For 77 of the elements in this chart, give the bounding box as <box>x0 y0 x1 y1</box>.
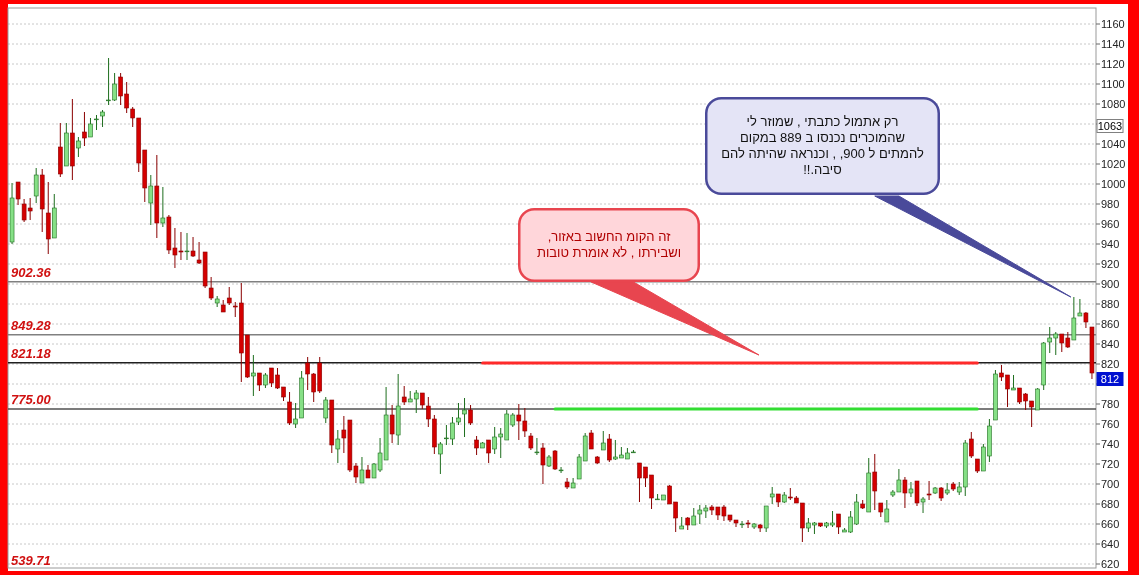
candlestick <box>323 396 329 424</box>
y-tick-label: 1020 <box>1101 158 1126 170</box>
candlestick <box>184 232 190 261</box>
y-tick-label: 640 <box>1101 538 1120 550</box>
candlestick <box>287 391 292 426</box>
candlestick <box>908 481 914 498</box>
candlestick <box>884 499 890 523</box>
candlestick <box>558 466 564 474</box>
candlestick <box>76 136 81 158</box>
y-tick-label: 1080 <box>1101 98 1126 110</box>
candlestick <box>82 111 87 147</box>
candlestick <box>335 429 341 464</box>
y-tick-label: 1140 <box>1101 38 1125 50</box>
candlestick <box>534 437 540 456</box>
annotation: זה הקומ החשוב באזור, ושבירתו , לא אומרת טובות <box>518 208 700 282</box>
candlestick <box>745 519 751 529</box>
candlestick <box>474 435 479 456</box>
candlestick <box>540 442 546 485</box>
candlestick <box>920 496 926 514</box>
y-tick-label: 760 <box>1101 418 1120 430</box>
y-tick-label: 840 <box>1101 338 1120 350</box>
y-tick-label: 960 <box>1101 218 1120 230</box>
candlestick <box>15 181 21 206</box>
candlestick <box>33 167 39 204</box>
y-tick-label: 920 <box>1101 258 1120 270</box>
y-tick-label: 1100 <box>1101 78 1125 90</box>
y-tick-label: 880 <box>1101 298 1120 310</box>
candlestick <box>160 186 166 228</box>
y-tick-label: 980 <box>1101 198 1120 210</box>
y-tick-label: 820 <box>1101 358 1120 370</box>
y-tick-label: 780 <box>1101 398 1120 410</box>
candlestick <box>486 439 491 464</box>
ref-line-label: 849.28 <box>11 317 52 333</box>
candlestick <box>872 453 878 511</box>
candlestick <box>359 456 365 484</box>
y-tick-label: 720 <box>1101 458 1120 470</box>
candlestick <box>401 385 407 406</box>
candlestick <box>600 430 606 451</box>
y-tick-label: 1120 <box>1101 58 1125 70</box>
ref-line-label: 902.36 <box>11 264 52 280</box>
candlestick <box>251 354 256 397</box>
y-tick-label: 680 <box>1101 498 1120 510</box>
candlestick <box>607 433 612 463</box>
y-tick-label: 660 <box>1101 518 1120 530</box>
ref-line-label: 775.00 <box>11 392 52 407</box>
y-tick-label: 1160 <box>1101 18 1125 30</box>
candlestick <box>88 117 93 138</box>
y-tick-label: 1000 <box>1101 178 1126 190</box>
candlestick <box>438 441 443 475</box>
candlestick <box>588 429 594 450</box>
candlestick <box>389 404 395 444</box>
candlestick <box>1035 387 1040 411</box>
text: 812 <box>1100 373 1120 385</box>
y-tick-label: 900 <box>1101 278 1120 290</box>
candlestick <box>468 404 473 426</box>
text: 1063 <box>1097 120 1123 132</box>
y-tick-label: 940 <box>1101 238 1120 250</box>
annotation: רק אתמול כתבתי , שמוזר לי שהמוכרים נכנסו ב 889 במקום להמתים ל 900, , וכנראה שהיתה להם סיבה.!! <box>705 97 940 195</box>
candlestick <box>739 520 745 529</box>
candlestick <box>902 476 908 509</box>
y-tick-label: 620 <box>1101 558 1120 570</box>
candlestick <box>926 480 932 501</box>
candlestick <box>763 505 769 533</box>
candlestick <box>914 480 920 507</box>
annotation: 539.71 <box>11 553 51 568</box>
candlestick <box>836 513 841 535</box>
candlestick <box>148 174 154 226</box>
y-tick-label: 1040 <box>1101 138 1126 150</box>
candlestick <box>969 431 974 459</box>
y-tick-label: 860 <box>1101 318 1120 330</box>
y-tick-label: 740 <box>1101 438 1120 450</box>
candlestick <box>462 397 467 438</box>
candlestick <box>208 276 214 301</box>
candlestick <box>1077 298 1083 317</box>
candlestick <box>1071 296 1077 341</box>
ref-line-label: 821.18 <box>11 345 52 361</box>
y-tick-label: 700 <box>1101 478 1120 490</box>
